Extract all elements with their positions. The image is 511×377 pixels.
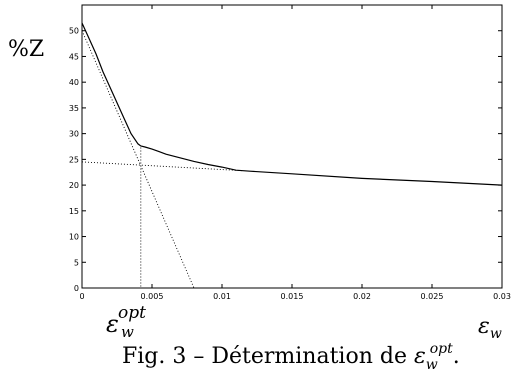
- x-axis-label: εw: [478, 314, 502, 342]
- x-tick-label: 0.01: [213, 292, 231, 301]
- y-tick-label: 0: [74, 284, 79, 293]
- x-tick-label: 0.03: [493, 292, 511, 301]
- opt-symbol: ε: [106, 310, 119, 338]
- y-tick-label: 25: [69, 155, 79, 164]
- y-tick-label: 40: [69, 78, 79, 87]
- figure-caption: Fig. 3 – Détermination de εwopt.: [122, 341, 460, 373]
- y-tick-label: 35: [69, 104, 79, 113]
- y-tick-label: 50: [69, 27, 79, 36]
- opt-superscript: opt: [118, 303, 146, 323]
- y-tick-label: 45: [69, 52, 79, 61]
- x-tick-label: 0.025: [421, 292, 444, 301]
- y-tick-label: 5: [74, 258, 79, 267]
- data-line: [81, 22, 503, 186]
- series-layer: [81, 22, 503, 289]
- caption-suffix: .: [453, 344, 460, 369]
- x-axis-ticks: 0 0.005 0.01 0.015 0.02 0.025 0.03: [79, 5, 511, 301]
- y-tick-label: 20: [69, 181, 79, 190]
- opt-subscript: w: [121, 323, 134, 341]
- y-tick-label: 10: [69, 233, 79, 242]
- x-tick-label: 0.02: [353, 292, 371, 301]
- svg-text:Fig. 3 – Détermination de εwop: Fig. 3 – Détermination de εwopt.: [122, 341, 460, 373]
- caption-subscript: w: [426, 357, 438, 373]
- y-tick-label: 30: [69, 130, 79, 139]
- x-tick-label: 0.015: [281, 292, 304, 301]
- caption-symbol: ε: [414, 344, 426, 369]
- construction-line-1: [81, 30, 195, 289]
- caption-superscript: opt: [430, 341, 453, 357]
- y-axis-ticks: 0 5 10 15 20 25 30 35 40 45 50: [69, 27, 502, 293]
- y-axis-label: %Z: [8, 37, 44, 62]
- y-tick-label: 15: [69, 207, 79, 216]
- caption-prefix: Fig. 3 – Détermination de: [122, 344, 414, 369]
- opt-annotation: ε w opt: [106, 303, 146, 341]
- x-axis-subscript: w: [490, 326, 502, 342]
- x-tick-label: 0: [79, 292, 84, 301]
- x-tick-label: 0.005: [141, 292, 164, 301]
- x-axis-symbol: ε: [478, 314, 490, 339]
